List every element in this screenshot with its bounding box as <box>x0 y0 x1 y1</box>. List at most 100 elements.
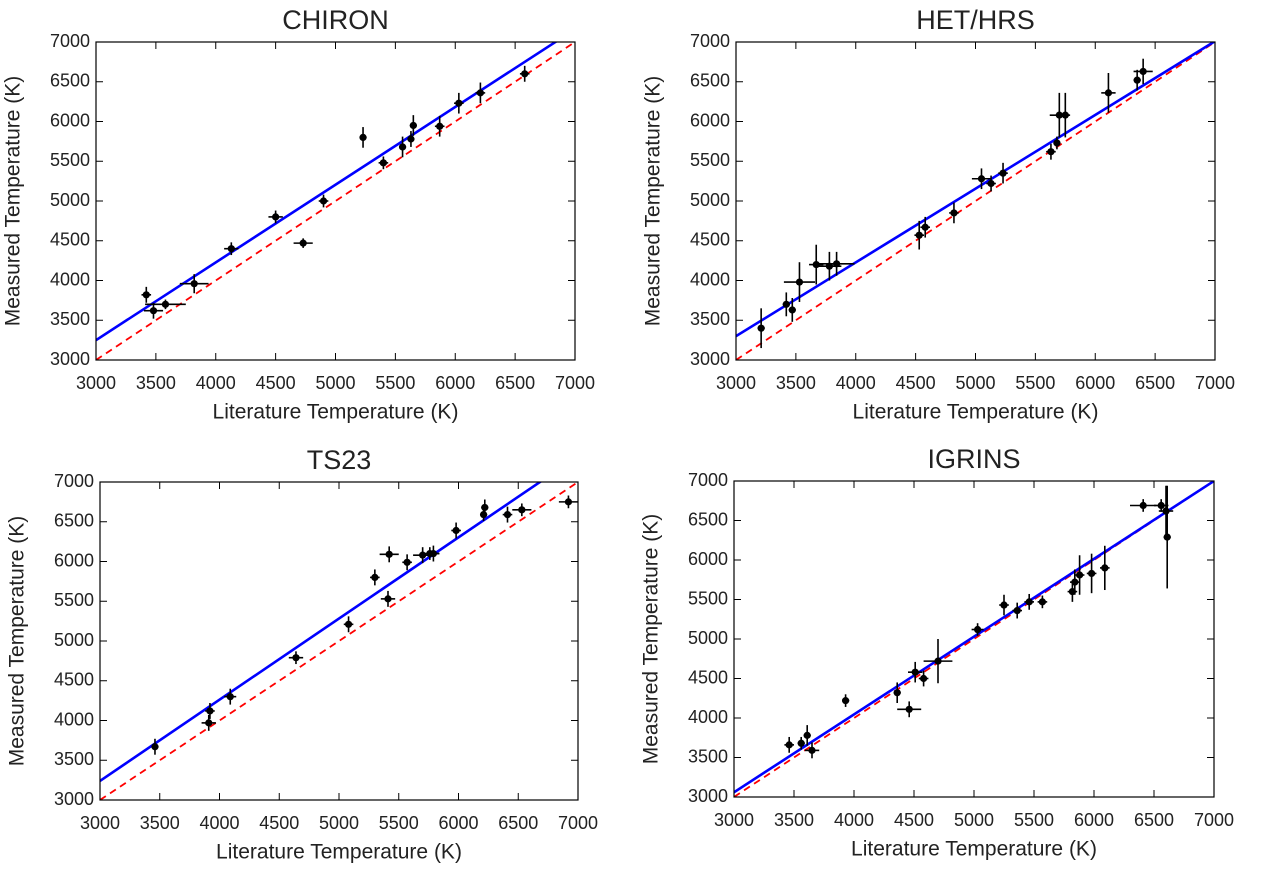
y-tick-label: 3000 <box>50 349 90 369</box>
data-point <box>161 300 170 308</box>
x-tick-label: 4500 <box>896 373 936 393</box>
y-tick-label: 6000 <box>688 549 728 569</box>
data-point <box>915 231 923 239</box>
x-tick-label: 4500 <box>259 813 299 833</box>
data-point <box>407 135 415 143</box>
data-point <box>319 197 328 205</box>
data-point <box>385 550 393 558</box>
data-point <box>1163 533 1171 541</box>
x-tick-label: 4000 <box>199 813 239 833</box>
y-tick-label: 7000 <box>54 471 94 491</box>
data-point <box>950 209 958 217</box>
x-tick-label: 4000 <box>834 810 874 830</box>
data-point <box>797 739 805 747</box>
y-tick-label: 7000 <box>688 470 728 490</box>
data-point <box>455 99 463 107</box>
data-point <box>503 510 512 519</box>
y-tick-label: 5500 <box>50 150 90 170</box>
x-axis-label: Literature Temperature (K) <box>213 401 459 424</box>
y-tick-label: 4000 <box>690 269 730 289</box>
x-tick-label: 7000 <box>555 373 595 393</box>
y-tick-label: 3500 <box>50 309 90 329</box>
x-tick-label: 6500 <box>498 813 538 833</box>
data-point <box>974 625 982 634</box>
x-tick-label: 4000 <box>196 373 236 393</box>
x-axis-label: Literature Temperature (K) <box>216 841 462 864</box>
x-tick-label: 6500 <box>495 373 535 393</box>
x-tick-label: 6000 <box>1074 810 1114 830</box>
fit-line <box>736 42 1215 338</box>
data-point <box>757 324 765 332</box>
y-tick-label: 3000 <box>54 789 94 809</box>
y-tick-label: 6500 <box>50 71 90 91</box>
y-tick-label: 5500 <box>688 588 728 608</box>
y-tick-label: 5000 <box>54 630 94 650</box>
data-point <box>452 526 460 535</box>
data-point <box>359 133 367 141</box>
panel: CHIRON Literature Temperature (K) Measured… <box>2 5 595 423</box>
y-tick-label: 4000 <box>50 269 90 289</box>
x-tick-label: 6000 <box>1075 373 1115 393</box>
data-point <box>1000 601 1008 609</box>
reference-line <box>100 482 578 800</box>
data-point <box>1101 564 1109 572</box>
data-point <box>977 175 986 183</box>
x-tick-label: 3000 <box>76 373 116 393</box>
x-tick-label: 5000 <box>954 810 994 830</box>
data-point <box>1053 139 1061 147</box>
panel: TS23 Literature Temperature (K) Measured T… <box>6 445 598 863</box>
y-tick-label: 3500 <box>690 309 730 329</box>
data-point <box>149 307 158 315</box>
y-axis-label: Measured Temperature (K) <box>6 516 29 767</box>
x-tick-label: 3500 <box>140 813 180 833</box>
x-tick-label: 5000 <box>315 373 355 393</box>
data-point <box>272 213 280 221</box>
y-tick-label: 6500 <box>690 71 730 91</box>
data-point <box>795 278 804 286</box>
x-axis-label: Literature Temperature (K) <box>851 838 1097 861</box>
data-point <box>226 693 234 701</box>
y-tick-label: 5000 <box>50 190 90 210</box>
data-point <box>832 260 841 268</box>
data-point <box>1162 507 1170 515</box>
x-tick-label: 5000 <box>319 813 359 833</box>
data-point <box>893 689 901 697</box>
data-point <box>934 657 942 665</box>
data-point <box>1133 76 1141 84</box>
data-point <box>911 668 919 676</box>
data-point <box>785 741 793 749</box>
data-point <box>1025 598 1033 606</box>
x-tick-label: 6000 <box>438 813 478 833</box>
data-point <box>905 705 913 713</box>
data-point <box>1076 571 1084 579</box>
y-tick-label: 3000 <box>688 786 728 806</box>
data-point <box>142 291 150 299</box>
data-point <box>1055 111 1063 119</box>
data-point <box>384 595 392 603</box>
x-tick-label: 7000 <box>1194 810 1234 830</box>
data-point <box>788 306 796 314</box>
y-tick-label: 6000 <box>54 550 94 570</box>
x-tick-label: 5000 <box>955 373 995 393</box>
x-tick-label: 7000 <box>1195 373 1235 393</box>
data-point <box>921 223 929 231</box>
data-point <box>518 506 526 514</box>
data-point <box>344 620 353 628</box>
x-tick-label: 6500 <box>1135 373 1175 393</box>
panel-title: HET/HRS <box>916 5 1035 35</box>
y-tick-label: 3500 <box>688 746 728 766</box>
data-point <box>436 122 444 130</box>
y-tick-label: 3000 <box>690 349 730 369</box>
data-point <box>1038 598 1046 606</box>
data-point <box>1157 501 1165 510</box>
data-point <box>481 503 489 512</box>
y-tick-label: 3500 <box>54 749 94 769</box>
line-group <box>100 482 578 800</box>
y-tick-label: 5500 <box>690 150 730 170</box>
y-tick-label: 4500 <box>54 670 94 690</box>
y-axis-label: Measured Temperature (K) <box>642 76 665 327</box>
y-tick-label: 6000 <box>690 110 730 130</box>
data-point <box>987 179 995 188</box>
plot-frame <box>95 41 576 361</box>
x-tick-label: 5500 <box>379 813 419 833</box>
